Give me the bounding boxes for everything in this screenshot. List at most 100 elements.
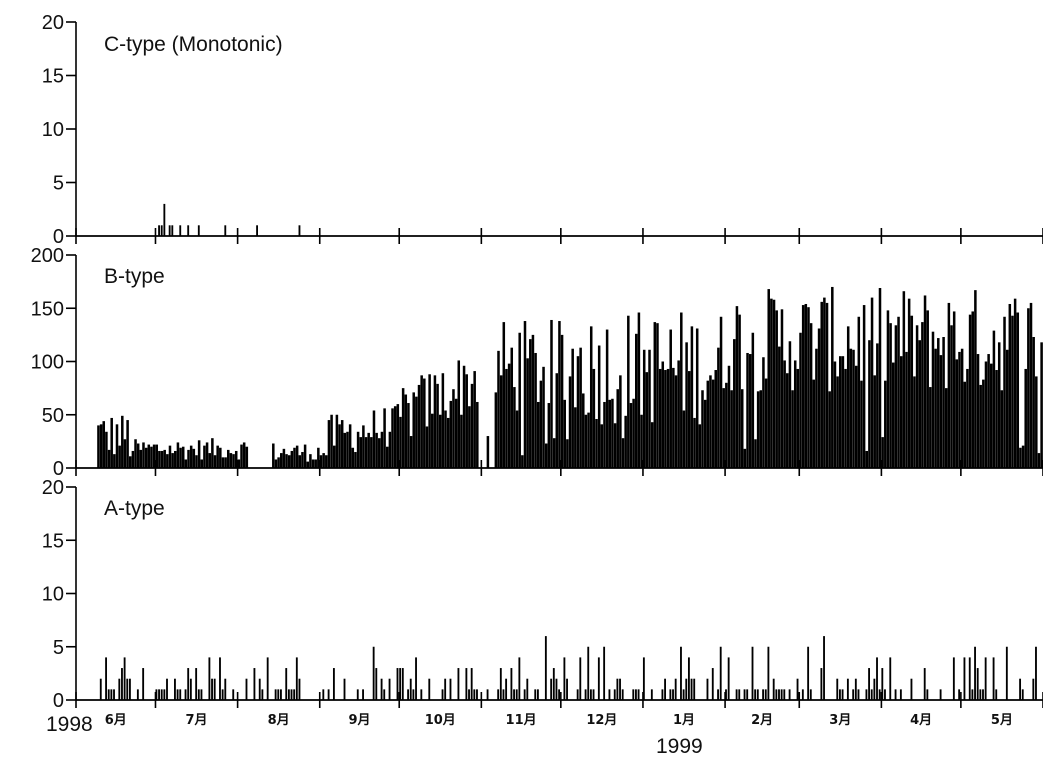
bar-b-type bbox=[987, 354, 990, 468]
bar-b-type bbox=[690, 326, 694, 468]
bar-b-type bbox=[531, 334, 535, 469]
bar-a-type bbox=[664, 678, 666, 700]
bar-b-type bbox=[1013, 298, 1017, 468]
bar-b-type bbox=[976, 354, 980, 468]
bar-a-type bbox=[878, 689, 881, 700]
bar-a-type bbox=[778, 689, 780, 700]
bar-b-type bbox=[404, 394, 408, 468]
bar-a-type bbox=[952, 657, 955, 700]
bar-b-type bbox=[99, 424, 103, 468]
bar-b-type bbox=[982, 379, 985, 468]
bar-a-type bbox=[971, 689, 974, 700]
bar-b-type bbox=[428, 374, 431, 468]
bar-a-type bbox=[502, 689, 505, 700]
bar-a-type bbox=[184, 689, 187, 700]
bar-a-type bbox=[899, 689, 902, 700]
bar-b-type bbox=[600, 424, 604, 468]
bar-b-type bbox=[181, 446, 185, 468]
y-tick-label-c-type: 20 bbox=[42, 12, 64, 34]
bar-b-type bbox=[388, 431, 392, 468]
bar-b-type bbox=[894, 325, 898, 468]
bar-b-type bbox=[743, 448, 747, 468]
bar-b-type bbox=[287, 455, 291, 468]
bar-c-type bbox=[179, 225, 182, 236]
bar-b-type bbox=[825, 302, 829, 468]
bar-b-type bbox=[515, 410, 519, 468]
bar-a-type bbox=[881, 668, 884, 700]
bar-b-type bbox=[240, 444, 243, 468]
bar-b-type bbox=[115, 424, 119, 468]
bar-a-type bbox=[857, 689, 860, 700]
bar-b-type bbox=[446, 417, 450, 468]
bar-a-type bbox=[597, 657, 600, 700]
y-tick-label-b-type: 50 bbox=[42, 405, 64, 427]
bar-c-type bbox=[224, 225, 227, 236]
bar-b-type bbox=[685, 342, 688, 468]
bar-c-type bbox=[158, 225, 160, 236]
bar-b-type bbox=[746, 352, 749, 468]
y-tick-label-c-type: 5 bbox=[53, 173, 64, 195]
year-label-1998: 1998 bbox=[46, 713, 93, 736]
bar-a-type bbox=[839, 689, 841, 700]
bar-c-type bbox=[187, 225, 190, 236]
bar-b-type bbox=[417, 384, 421, 468]
bar-b-type bbox=[272, 443, 275, 468]
bar-b-type bbox=[494, 392, 498, 468]
bar-a-type bbox=[298, 678, 301, 700]
bar-a-type bbox=[166, 678, 168, 700]
bar-b-type bbox=[719, 316, 723, 468]
bar-b-type bbox=[1011, 315, 1014, 468]
bar-a-type bbox=[1021, 689, 1024, 700]
bar-b-type bbox=[187, 449, 190, 468]
bar-a-type bbox=[995, 689, 998, 700]
bar-a-type bbox=[219, 657, 221, 700]
bar-a-type bbox=[775, 689, 778, 700]
bar-b-type bbox=[179, 447, 182, 468]
bar-b-type bbox=[184, 459, 188, 468]
bar-b-type bbox=[322, 453, 325, 468]
bar-b-type bbox=[237, 459, 241, 468]
bar-b-type bbox=[399, 416, 402, 468]
bar-b-type bbox=[950, 325, 953, 468]
bar-b-type bbox=[868, 340, 871, 468]
bar-a-type bbox=[706, 678, 709, 700]
bar-a-type bbox=[136, 689, 139, 700]
bar-b-type bbox=[526, 358, 529, 468]
bar-b-type bbox=[958, 351, 961, 468]
bar-a-type bbox=[576, 689, 579, 700]
bar-b-type bbox=[780, 309, 784, 468]
bar-b-type bbox=[995, 370, 998, 468]
bar-b-type bbox=[939, 355, 943, 468]
bar-a-type bbox=[110, 689, 113, 700]
bar-a-type bbox=[412, 689, 415, 700]
bar-b-type bbox=[751, 332, 755, 468]
bar-b-type bbox=[232, 454, 235, 468]
bar-b-type bbox=[409, 436, 413, 468]
bar-b-type bbox=[791, 390, 794, 468]
bar-b-type bbox=[470, 383, 474, 468]
bar-b-type bbox=[582, 393, 585, 468]
bar-b-type bbox=[174, 450, 177, 468]
bar-b-type bbox=[727, 365, 731, 468]
bar-b-type bbox=[301, 452, 304, 468]
bar-b-type bbox=[669, 329, 672, 468]
bar-b-type bbox=[152, 444, 156, 468]
bar-b-type bbox=[306, 461, 310, 468]
bar-b-type bbox=[886, 310, 890, 468]
bar-b-type bbox=[695, 328, 699, 468]
bar-a-type bbox=[672, 689, 674, 700]
bar-b-type bbox=[778, 346, 781, 468]
bar-b-type bbox=[648, 349, 651, 468]
bar-b-type bbox=[775, 310, 778, 468]
bar-a-type bbox=[383, 689, 386, 700]
y-tick-label-b-type: 200 bbox=[31, 245, 64, 267]
bar-b-type bbox=[661, 361, 665, 468]
bar-b-type bbox=[327, 420, 331, 468]
month-label: 10月 bbox=[425, 713, 456, 728]
bar-b-type bbox=[966, 368, 969, 468]
bar-b-type bbox=[907, 298, 911, 468]
bar-a-type bbox=[356, 689, 359, 700]
panel-a-type: A-type 0 5 10 15 20 bbox=[42, 477, 1043, 712]
bar-a-type bbox=[396, 668, 399, 700]
bar-a-type bbox=[693, 678, 696, 700]
